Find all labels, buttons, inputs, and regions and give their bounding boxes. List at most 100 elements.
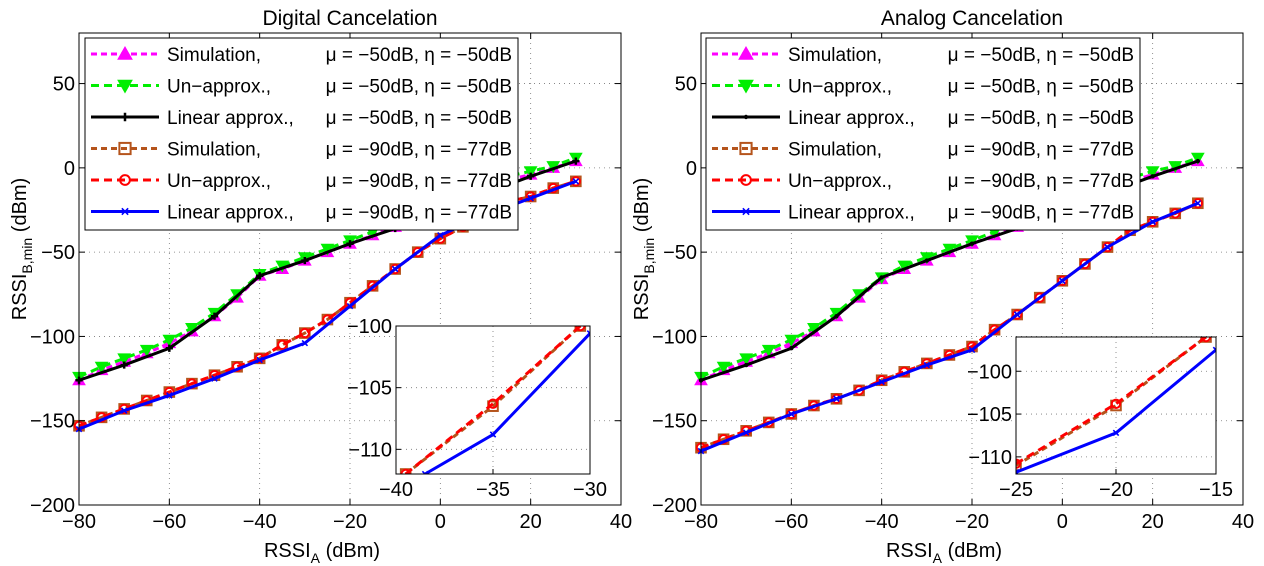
legend-params: μ = −50dB, η = −50dB	[948, 108, 1134, 129]
data-point	[389, 263, 401, 275]
data-point	[299, 327, 311, 339]
legend-label: Un−approx.,	[788, 77, 892, 98]
legend-entry: Un−approx., μ = −90dB, η = −77dB	[712, 171, 1134, 192]
inset-data-point	[1112, 429, 1120, 437]
inset-x-tick-label: −30	[573, 479, 607, 501]
inset-data-point	[1016, 469, 1020, 474]
inset-y-tick-label: −110	[968, 447, 1012, 469]
inset-data-point	[1016, 458, 1022, 469]
x-tick-label: 0	[1057, 511, 1068, 533]
data-point	[94, 361, 109, 374]
inset-x-tick-label: −40	[379, 479, 413, 501]
data-point	[1190, 152, 1205, 165]
data-point	[117, 353, 132, 366]
data-point	[120, 407, 128, 414]
data-point	[210, 312, 219, 320]
data-point	[834, 314, 839, 319]
data-point	[1104, 243, 1111, 251]
inset-x-tick-label: −35	[476, 479, 510, 501]
data-point	[789, 346, 794, 351]
legend-params: μ = −90dB, η = −77dB	[948, 171, 1134, 192]
inset-data-point	[1110, 398, 1122, 409]
y-axis-label: RSSIB,min (dBm)	[9, 178, 35, 320]
data-point	[1149, 218, 1156, 226]
data-point	[739, 353, 754, 366]
data-point	[965, 235, 979, 248]
y-tick-label: 50	[675, 74, 697, 96]
y-tick-label: 0	[686, 158, 697, 180]
legend-box	[84, 37, 519, 231]
data-point	[527, 194, 534, 202]
x-tick-label: −80	[62, 511, 96, 533]
data-point	[256, 356, 263, 364]
inset-x-tick-label: −20	[1099, 479, 1133, 501]
chart-title: Digital Cancelation	[262, 7, 437, 30]
data-point	[788, 410, 795, 418]
data-point	[346, 240, 354, 248]
legend-entry: Un−approx., μ = −50dB, η = −50dB	[91, 77, 512, 98]
data-point	[833, 395, 840, 403]
data-point	[969, 241, 975, 246]
zoom-inset: −40 −35 −30 −110 −105 −100	[347, 316, 607, 501]
legend-marker	[739, 141, 753, 156]
legend: Simulation, μ = −50dB, η = −50dB Un−approx…	[84, 37, 519, 231]
data-point	[924, 258, 930, 263]
y-tick-label: −150	[30, 411, 75, 433]
data-point	[1150, 174, 1155, 179]
data-point	[165, 344, 173, 352]
data-point	[1147, 216, 1158, 228]
legend-label: Un−approx.,	[788, 171, 892, 192]
inset-x-tick-label: −15	[1199, 479, 1233, 501]
legend-params: μ = −50dB, η = −50dB	[948, 77, 1134, 98]
legend-label: Simulation,	[788, 140, 882, 161]
data-point	[879, 275, 884, 280]
data-point	[761, 344, 776, 357]
x-tick-label: −80	[684, 511, 718, 533]
data-point	[139, 344, 154, 357]
data-point	[1194, 199, 1202, 207]
data-point	[1034, 292, 1045, 303]
legend-params: μ = −50dB, η = −50dB	[326, 45, 512, 66]
legend-marker	[738, 79, 754, 94]
data-point	[1079, 258, 1091, 270]
legend: Simulation, μ = −50dB, η = −50dBUn−approx…	[705, 37, 1141, 231]
data-point	[1057, 275, 1068, 286]
legend-entry: Simulation, μ = −50dB, η = −50dB	[91, 45, 512, 66]
y-tick-label: −100	[652, 326, 697, 348]
legend-marker	[118, 141, 132, 156]
legend-entry: Un−approx., μ = −50dB, η = −50dB	[712, 77, 1134, 98]
y-tick-label: 50	[53, 74, 75, 96]
inset-data-point	[586, 330, 590, 337]
legend-marker	[117, 79, 133, 94]
data-point	[968, 346, 976, 354]
x-axis-label: RSSIA (dBm)	[886, 540, 1002, 566]
x-axis-label: RSSIA (dBm)	[264, 540, 380, 566]
x-tick-label: 40	[610, 511, 632, 533]
x-tick-label: −20	[333, 511, 367, 533]
x-tick-label: −40	[865, 511, 899, 533]
legend-entry: Simulation, μ = −90dB, η = −77dB	[712, 140, 1134, 161]
data-point	[572, 178, 580, 185]
x-tick-label: 20	[1142, 511, 1164, 533]
data-point	[523, 166, 538, 179]
legend-label: Linear approx.,	[167, 108, 294, 129]
inset-y-tick-label: −100	[347, 316, 392, 338]
y-tick-label: −200	[652, 495, 697, 517]
y-axis-label: RSSIB,min (dBm)	[631, 178, 657, 320]
legend-entry: Linear approx., μ = −50dB, η = −50dB	[91, 108, 512, 129]
data-point	[412, 246, 423, 258]
data-point	[301, 256, 309, 265]
x-tick-label: −20	[955, 511, 989, 533]
y-tick-label: −150	[652, 411, 697, 433]
inset-data-point	[489, 431, 497, 438]
legend-label: Linear approx.,	[788, 203, 915, 224]
inset-y-tick-label: −110	[348, 439, 392, 461]
data-point	[256, 272, 264, 280]
legend-params: μ = −90dB, η = −77dB	[326, 140, 512, 161]
series-5	[697, 199, 1202, 455]
inset-x-tick-label: −25	[999, 479, 1033, 501]
inset-data-point	[421, 470, 429, 474]
data-point	[572, 157, 580, 165]
data-point	[391, 265, 399, 273]
